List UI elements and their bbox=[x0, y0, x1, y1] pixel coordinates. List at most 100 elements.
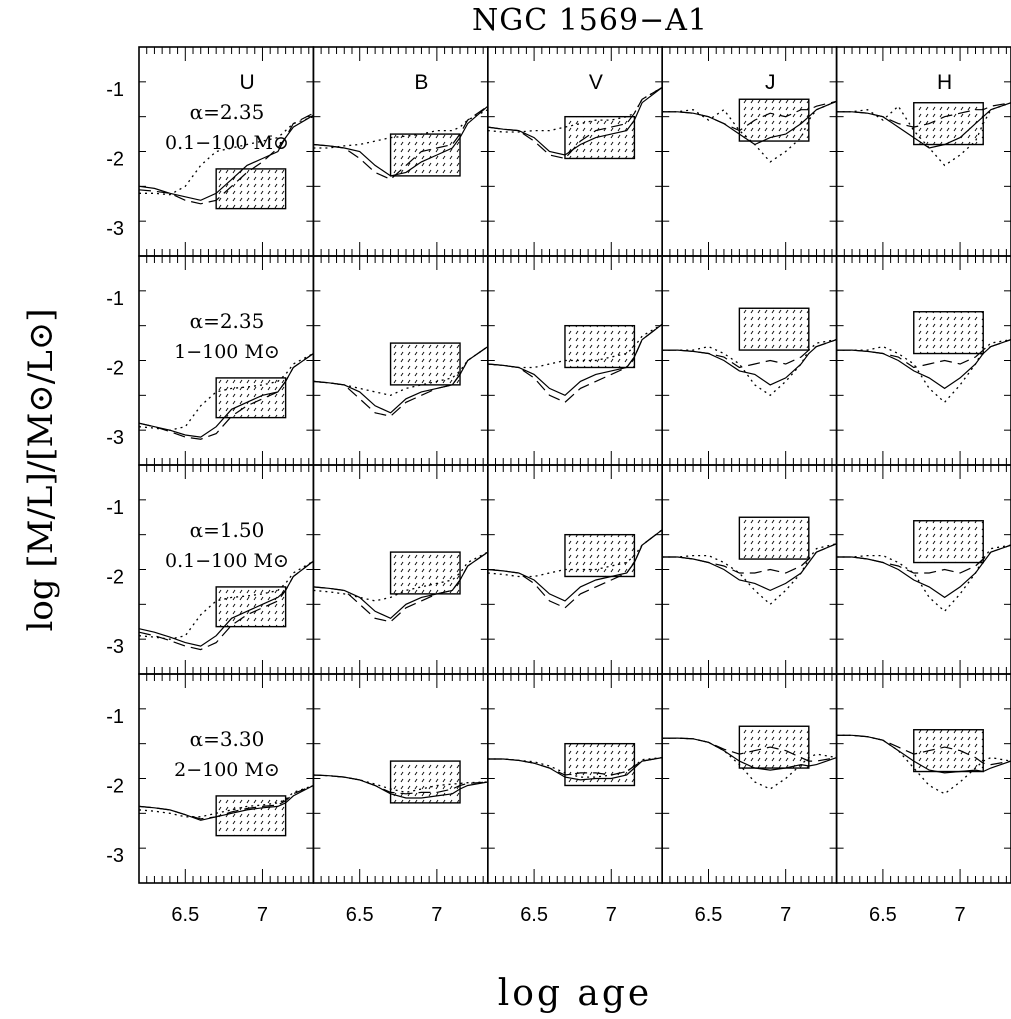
x-tick-label: 6.5 bbox=[520, 904, 548, 926]
panel-V-row0 bbox=[486, 46, 663, 257]
panel-H-row3 bbox=[835, 673, 1011, 884]
series-line-dotted bbox=[836, 102, 1011, 167]
x-tick-label: 6.5 bbox=[869, 904, 897, 926]
x-tick-label: 7 bbox=[606, 904, 617, 926]
y-tick-label: -2 bbox=[106, 148, 124, 170]
constraint-box bbox=[564, 533, 636, 578]
series-line-dotted bbox=[662, 543, 837, 606]
panel-frame bbox=[661, 464, 838, 675]
panel-B-row0 bbox=[312, 46, 489, 257]
series-line-dotted bbox=[138, 560, 314, 640]
row-alpha-label: α=1.50 bbox=[190, 518, 265, 542]
constraint-box bbox=[738, 98, 810, 142]
constraint-box bbox=[913, 311, 984, 355]
series-line-dashed bbox=[138, 353, 314, 440]
series-line-solid bbox=[836, 339, 1011, 390]
panel-V-row2 bbox=[486, 464, 663, 675]
constraint-box bbox=[564, 324, 636, 369]
series-line-dotted bbox=[313, 774, 488, 794]
series-line-dotted bbox=[836, 544, 1011, 613]
series-line-dotted bbox=[662, 338, 837, 397]
series-line-dotted bbox=[487, 529, 663, 578]
constraint-box bbox=[738, 725, 810, 769]
series-line-dashed bbox=[313, 105, 489, 181]
x-tick-label: 7 bbox=[431, 904, 442, 926]
y-tick-label: -2 bbox=[106, 775, 124, 797]
series-line-dashed bbox=[662, 543, 837, 574]
series-line-solid bbox=[836, 102, 1011, 149]
band-label: H bbox=[937, 71, 952, 94]
series-line-dashed bbox=[836, 339, 1011, 369]
series-line-dashed bbox=[836, 734, 1011, 766]
panel-B-row1 bbox=[312, 255, 489, 466]
row-alpha-label: α=2.35 bbox=[190, 309, 265, 333]
series-line-solid bbox=[662, 339, 837, 386]
x-tick-label: 6.5 bbox=[346, 904, 374, 926]
series-line-dashed bbox=[487, 86, 663, 160]
x-tick-label: 6.5 bbox=[695, 904, 723, 926]
series-line-dotted bbox=[836, 734, 1011, 795]
series-line-solid bbox=[138, 784, 314, 821]
series-line-solid bbox=[836, 544, 1011, 599]
panel-H-row0 bbox=[835, 46, 1011, 257]
y-tick-label: -2 bbox=[106, 357, 124, 379]
series-line-dashed bbox=[487, 323, 663, 404]
series-line-solid bbox=[487, 86, 663, 156]
constraint-box bbox=[913, 520, 984, 564]
panel-frame bbox=[835, 46, 1011, 257]
series-line-dotted bbox=[487, 756, 663, 778]
panel-B-row3 bbox=[312, 673, 489, 884]
panel-frame bbox=[835, 255, 1011, 466]
constraint-box bbox=[215, 377, 287, 419]
constraint-box bbox=[913, 102, 984, 146]
series-line-dotted bbox=[662, 100, 837, 163]
panel-J-row1 bbox=[661, 255, 838, 466]
constraint-box bbox=[215, 586, 287, 628]
constraint-box bbox=[738, 307, 810, 351]
series-line-solid bbox=[662, 543, 837, 592]
y-tick-label: -3 bbox=[106, 427, 124, 449]
series-line-solid bbox=[487, 529, 663, 602]
x-tick-label: 7 bbox=[955, 904, 966, 926]
series-line-dashed bbox=[836, 102, 1011, 128]
y-tick-label: -2 bbox=[106, 566, 124, 588]
series-line-dotted bbox=[313, 346, 489, 396]
row-mass-label: 1−100 M⊙ bbox=[174, 341, 280, 363]
band-label: B bbox=[414, 71, 428, 94]
y-tick-label: -1 bbox=[106, 497, 124, 519]
series-line-dashed bbox=[313, 346, 489, 417]
constraint-box bbox=[564, 115, 636, 160]
y-tick-label: -3 bbox=[106, 218, 124, 240]
y-tick-label: -1 bbox=[106, 79, 124, 101]
panel-J-row0 bbox=[661, 46, 838, 257]
panel-J-row3 bbox=[661, 673, 838, 884]
series-line-dotted bbox=[139, 116, 314, 196]
panel-frame bbox=[661, 673, 838, 884]
x-tick-label: 6.5 bbox=[171, 904, 199, 926]
series-line-dashed bbox=[313, 774, 488, 795]
x-axis-label: log age bbox=[498, 973, 653, 1014]
series-line-dashed bbox=[138, 560, 314, 651]
panel-H-row2 bbox=[835, 464, 1011, 675]
panel-U-row2 bbox=[138, 464, 315, 675]
series-line-solid bbox=[313, 105, 489, 177]
panel-V-row1 bbox=[486, 255, 663, 466]
series-line-dotted bbox=[313, 109, 489, 149]
series-line-dashed bbox=[662, 737, 837, 762]
series-line-dotted bbox=[487, 86, 663, 133]
panel-U-row0 bbox=[138, 46, 315, 257]
row-alpha-label: α=2.35 bbox=[190, 100, 265, 124]
y-tick-label: -3 bbox=[106, 636, 124, 658]
panel-B-row2 bbox=[312, 464, 489, 675]
panel-frame bbox=[661, 255, 838, 466]
constraint-box bbox=[215, 168, 287, 210]
constraint-box bbox=[738, 516, 810, 560]
constraint-box bbox=[215, 795, 287, 837]
band-label: J bbox=[765, 71, 776, 94]
series-line-dashed bbox=[138, 112, 314, 205]
y-axis-label: log [M/L]/[M⊙/L⊙] bbox=[21, 308, 61, 631]
constraint-box bbox=[389, 133, 461, 177]
series-line-dotted bbox=[138, 352, 314, 431]
x-tick-label: 7 bbox=[257, 904, 268, 926]
